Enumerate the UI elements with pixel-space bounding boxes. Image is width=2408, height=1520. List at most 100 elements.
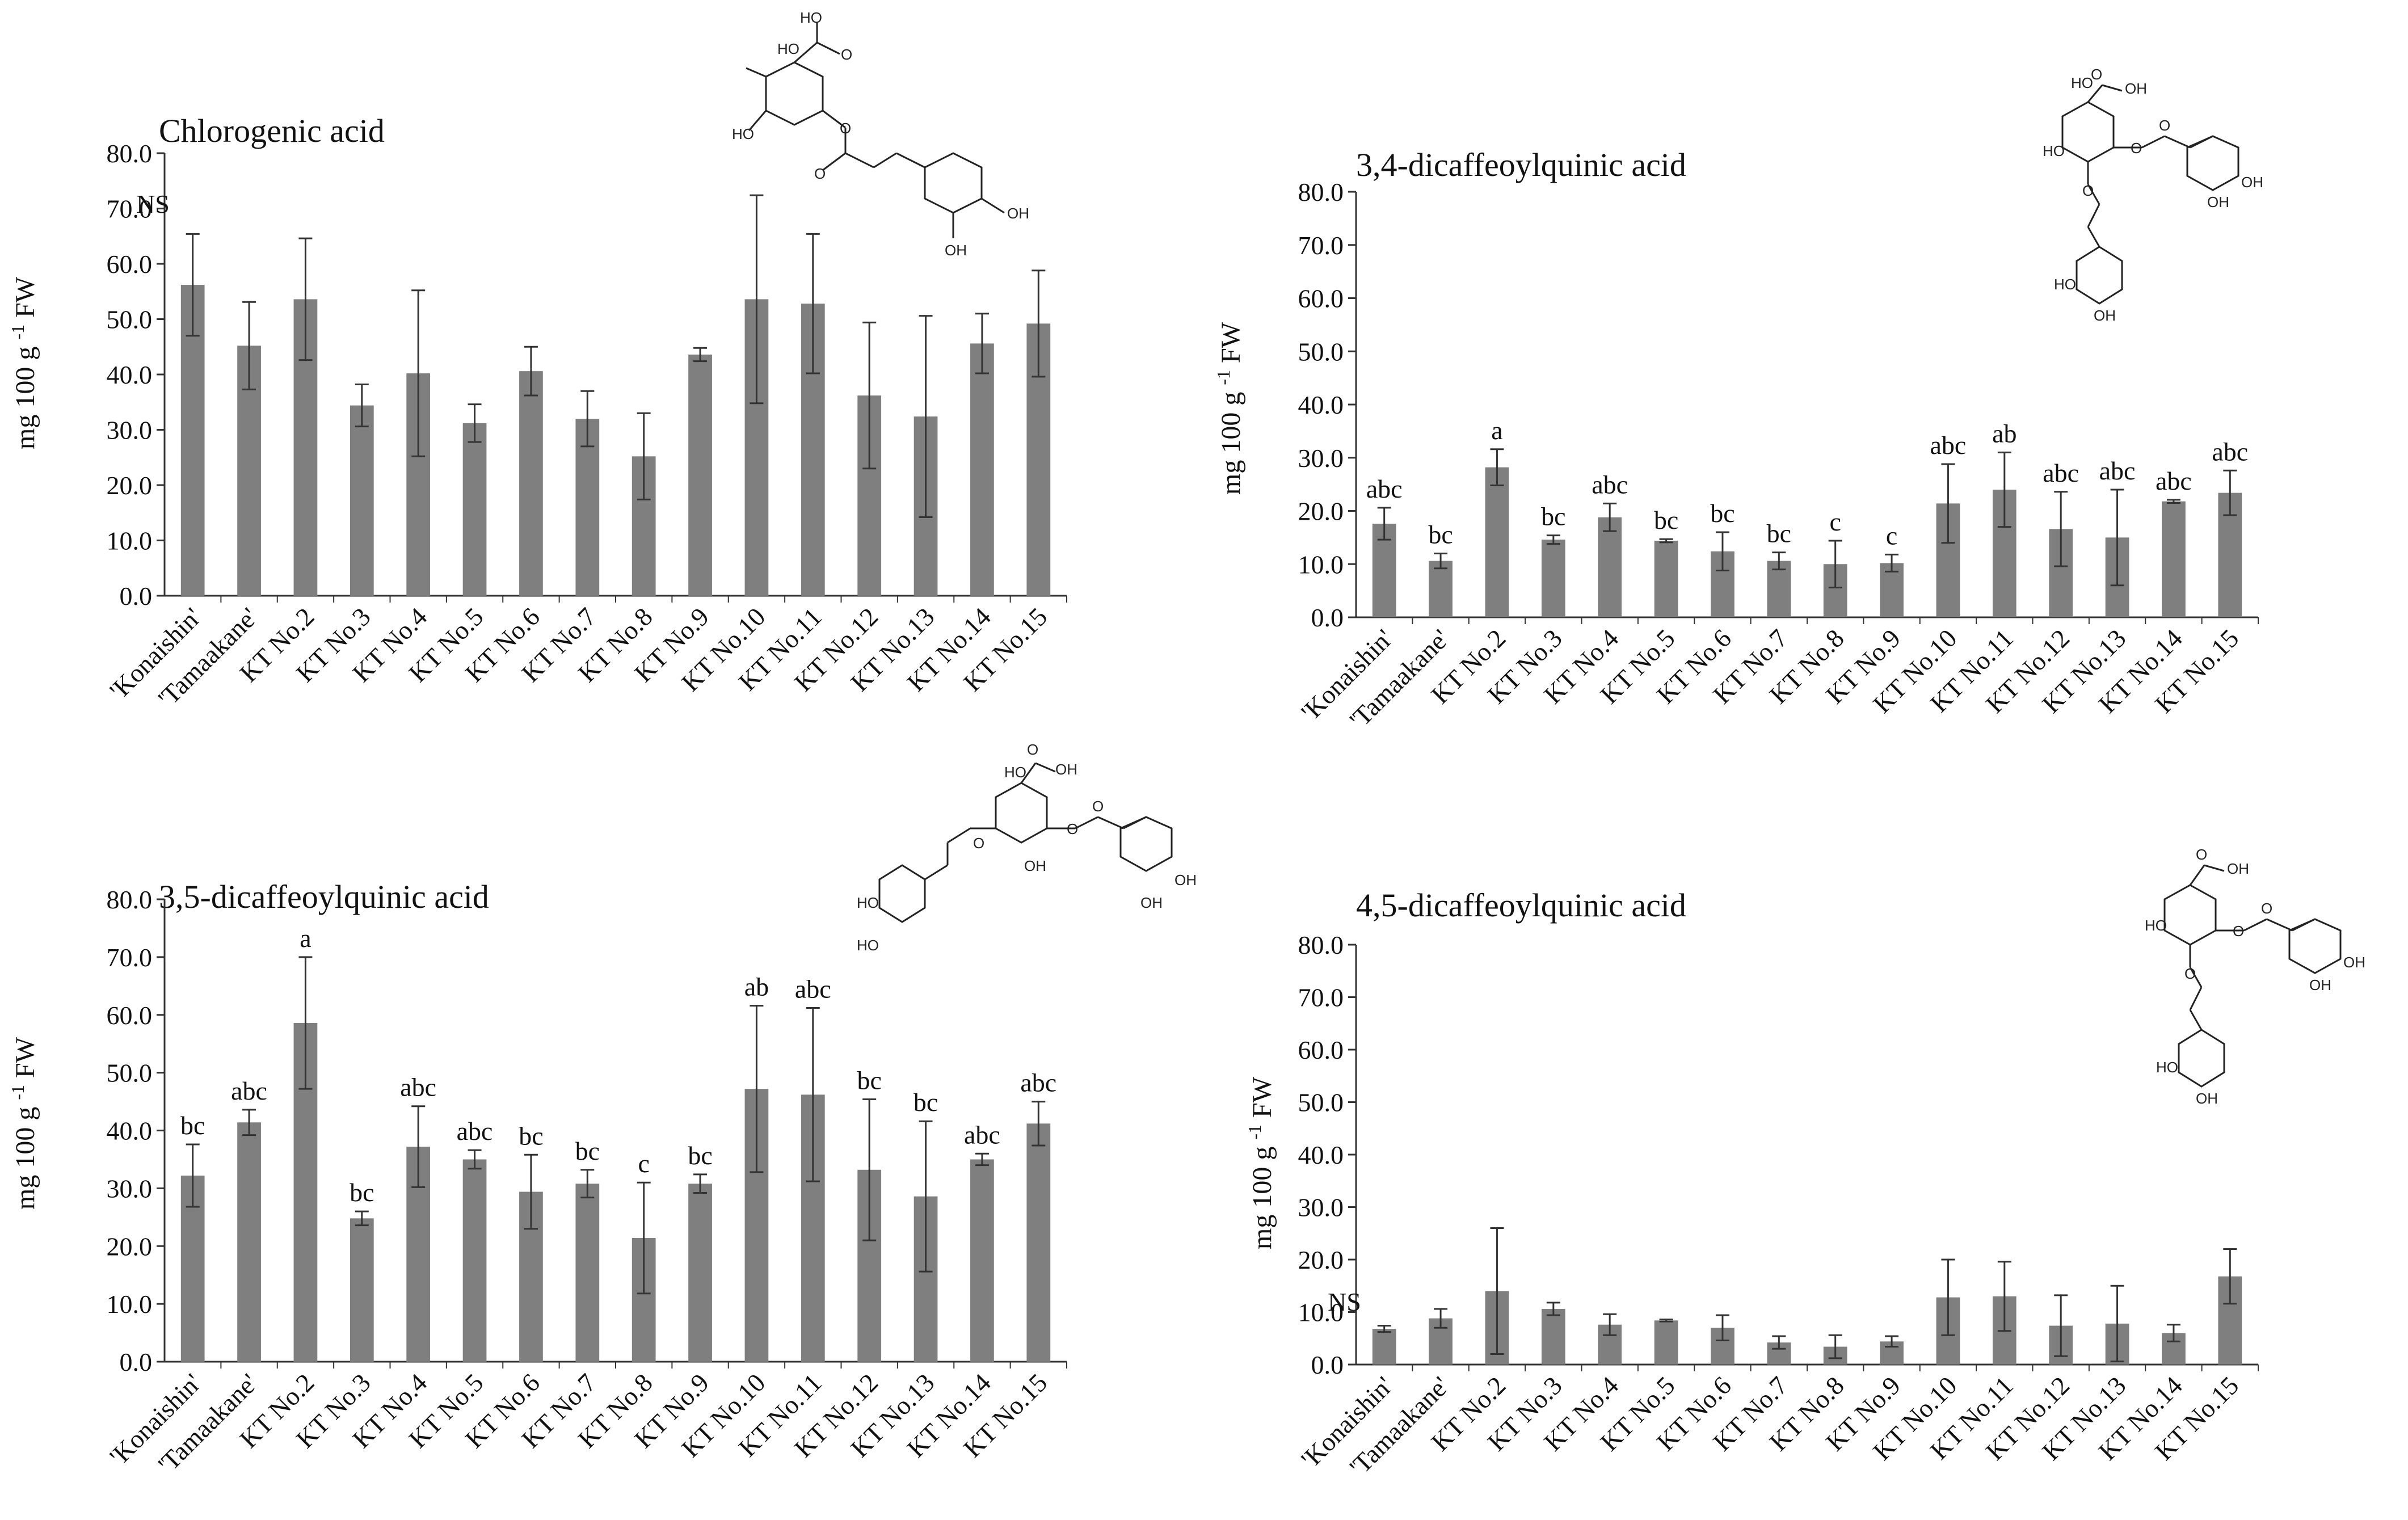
significance-label: abc <box>964 1120 1000 1149</box>
y-tick-label: 10.0 <box>107 1290 153 1319</box>
bar <box>350 405 374 596</box>
significance-label: ab <box>744 972 769 1001</box>
struct-label: OH <box>1055 761 1077 778</box>
charts-layer: Chlorogenic acid mg 100 g -1 FW 0.0 10.0 20.… <box>7 112 2259 1481</box>
bar <box>462 1159 487 1362</box>
y-tick-label: 20.0 <box>1298 497 1344 526</box>
struct-label: HO <box>777 40 799 57</box>
bar <box>237 1122 261 1362</box>
significance-label: c <box>1829 507 1841 536</box>
y-tick-label: 70.0 <box>107 943 153 972</box>
struct-label: O <box>840 120 851 137</box>
bar <box>1598 517 1622 617</box>
significance-label: abc <box>2156 466 2192 495</box>
bar <box>1429 561 1453 617</box>
bar <box>1026 1123 1051 1362</box>
y-tick-label: 10.0 <box>107 527 153 555</box>
significance-label: NS <box>136 190 170 218</box>
significance-label: bc <box>1710 499 1735 528</box>
significance-label: abc <box>2099 456 2136 485</box>
y-tick-label: 60.0 <box>1298 284 1344 313</box>
dicaffeoylquinic-45-structure: O OH HO O O O OH OH HO OH <box>2145 846 2365 1107</box>
significance-label: a <box>300 924 311 953</box>
bar <box>970 1159 994 1362</box>
y-tick-label: 20.0 <box>1298 1245 1344 1274</box>
struct-label: O <box>2233 923 2244 940</box>
chart-title: Chlorogenic acid <box>159 112 385 149</box>
significance-label: abc <box>2043 458 2079 487</box>
y-tick-label: 30.0 <box>107 416 153 445</box>
struct-label: OH <box>945 242 967 259</box>
chart-title: 3,5-dicaffeoylquinic acid <box>159 878 489 915</box>
struct-label: O <box>2131 140 2142 157</box>
struct-label: O <box>2196 846 2207 863</box>
significance-label: bc <box>857 1066 881 1094</box>
chart-panel-4: 4,5-dicaffeoylquinic acid mg 100 g -1 FW 0… <box>1244 887 2259 1481</box>
struct-label: O <box>1067 820 1078 837</box>
chart-panel-2: 3,4-dicaffeoylquinic acid mg 100 g -1 FW 0… <box>1213 146 2259 734</box>
dicaffeoylquinic-35-structure: O HO OH O O O OH OH HO HO OH <box>857 741 1197 954</box>
bar <box>1654 1320 1678 1365</box>
struct-label: O <box>2091 66 2102 83</box>
y-tick-label: 30.0 <box>107 1174 153 1203</box>
y-tick-label: 0.0 <box>120 1348 153 1376</box>
significance-label: abc <box>400 1073 436 1102</box>
struct-label: OH <box>2207 193 2229 210</box>
y-tick-label: 50.0 <box>1298 1088 1344 1117</box>
y-tick-label: 50.0 <box>107 305 153 334</box>
struct-label: O <box>814 165 826 182</box>
significance-label: bc <box>1767 519 1791 548</box>
struct-label: O <box>2184 965 2196 982</box>
significance-label: abc <box>1366 474 1403 503</box>
struct-label: O <box>1092 798 1104 815</box>
y-tick-label: 20.0 <box>107 1232 153 1261</box>
y-tick-label: 50.0 <box>107 1059 153 1088</box>
bar <box>1767 561 1791 617</box>
bar <box>575 1184 600 1362</box>
struct-label: OH <box>2125 80 2147 97</box>
bar <box>1541 1308 1565 1365</box>
y-axis-label: mg 100 g -1 FW <box>1213 322 1246 495</box>
y-axis-label: mg 100 g -1 FW <box>7 1037 40 1210</box>
struct-label: HO <box>857 894 879 911</box>
significance-label: c <box>1886 521 1897 550</box>
bar <box>1372 1329 1396 1365</box>
chart-panel-3: 3,5-dicaffeoylquinic acid mg 100 g -1 FW 0… <box>7 878 1067 1479</box>
significance-label: abc <box>231 1076 267 1105</box>
significance-label: bc <box>688 1141 712 1170</box>
y-tick-label: 20.0 <box>107 471 153 500</box>
significance-label: ab <box>1992 419 2017 448</box>
y-tick-label: 0.0 <box>1311 603 1344 632</box>
struct-label: O <box>1027 741 1038 758</box>
bar <box>970 343 994 596</box>
struct-label: OH <box>2094 307 2116 324</box>
struct-label: HO <box>2145 917 2167 934</box>
significance-label: abc <box>457 1117 493 1146</box>
significance-label: bc <box>1428 520 1453 549</box>
y-tick-label: 30.0 <box>1298 1193 1344 1222</box>
struct-label: HO <box>1004 764 1026 781</box>
struct-label: HO <box>857 937 879 954</box>
bar <box>2162 501 2186 617</box>
struct-label: HO <box>2156 1059 2178 1076</box>
significance-label: abc <box>2212 437 2248 466</box>
struct-label: HO <box>732 125 754 142</box>
chart-panel-1: Chlorogenic acid mg 100 g -1 FW 0.0 10.0 20.… <box>7 112 1067 713</box>
y-tick-label: 40.0 <box>107 1117 153 1146</box>
y-tick-label: 40.0 <box>1298 390 1344 419</box>
y-tick-label: 60.0 <box>107 1001 153 1030</box>
bar <box>575 419 600 596</box>
y-tick-label: 80.0 <box>1298 178 1344 207</box>
struct-label: OH <box>2309 976 2331 993</box>
struct-label: HO <box>2071 74 2093 91</box>
struct-label: O <box>2261 900 2272 917</box>
y-tick-label: 10.0 <box>1298 1298 1344 1327</box>
significance-label: bc <box>519 1121 543 1150</box>
struct-label: O <box>2082 182 2094 199</box>
significance-label: abc <box>1020 1068 1056 1097</box>
chart-title: 3,4-dicaffeoylquinic acid <box>1356 146 1686 183</box>
bar <box>180 285 205 596</box>
y-axis-label: mg 100 g -1 FW <box>7 276 40 449</box>
y-tick-label: 50.0 <box>1298 337 1344 366</box>
